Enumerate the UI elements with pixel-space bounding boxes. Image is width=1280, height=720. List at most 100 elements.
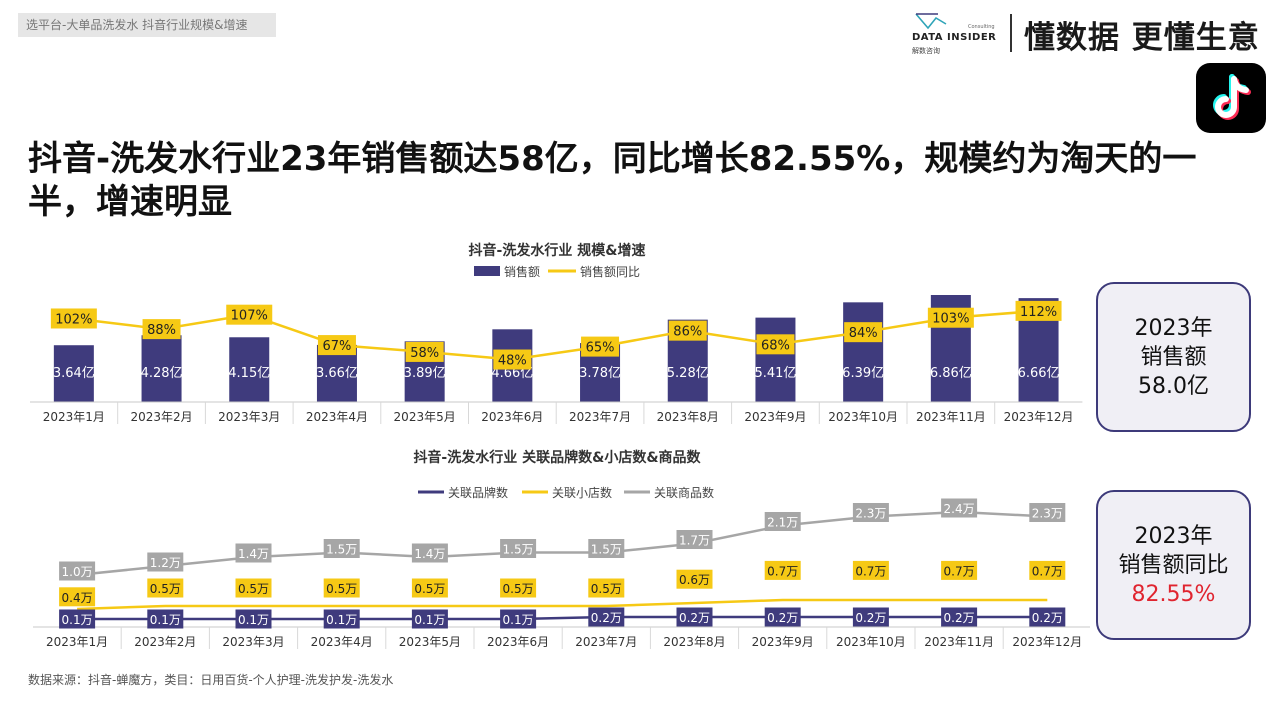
series-label-box	[852, 503, 889, 522]
chart1-tick-label: 2023年12月	[1004, 410, 1074, 424]
yoy-value-label: 58%	[410, 346, 439, 361]
series-label-box	[676, 530, 713, 549]
chart2-legend-label: 关联商品数	[654, 485, 714, 500]
bar-value-label: 6.86亿	[930, 366, 972, 381]
series-value-label: 0.5万	[150, 582, 181, 596]
bar-sales	[53, 345, 94, 402]
series-label-box	[764, 607, 801, 627]
yoy-value-label: 84%	[849, 326, 878, 341]
tiktok-logo-icon	[1196, 63, 1266, 133]
chart1-tick-label: 2023年10月	[828, 410, 898, 424]
bar-value-label: 4.28亿	[141, 366, 183, 381]
yoy-label-box	[581, 336, 620, 357]
chart1-tick-label: 2023年2月	[130, 410, 192, 424]
chart1-tick-label: 2023年8月	[657, 410, 719, 424]
series-value-label: 1.5万	[326, 543, 357, 557]
yoy-value-label: 103%	[932, 312, 969, 327]
chart1-tick-label: 2023年7月	[569, 410, 631, 424]
series-value-label: 0.7万	[944, 564, 975, 578]
yoy-label-box	[844, 322, 883, 343]
yoy-value-label: 102%	[55, 312, 92, 327]
chart1-legend-bar-label: 销售额	[504, 264, 540, 279]
logo-consult: Consulting	[968, 24, 995, 30]
bar-sales	[229, 337, 270, 402]
series-value-label: 0.2万	[679, 611, 710, 625]
series-label-box	[235, 543, 272, 563]
series-value-label: 1.7万	[679, 534, 710, 548]
line-series-1	[77, 598, 1048, 611]
chart2-tick-label: 2023年12月	[1012, 635, 1082, 649]
series-label-box	[941, 498, 978, 518]
series-value-label: 0.1万	[503, 613, 534, 627]
chart2-legend-label: 关联品牌数	[448, 485, 508, 500]
bar-sales	[141, 335, 182, 402]
chart2-tick-label: 2023年7月	[575, 635, 637, 649]
series-value-label: 0.7万	[767, 564, 798, 578]
bar-value-label: 4.66亿	[491, 366, 533, 381]
chart1-tick-label: 2023年4月	[306, 410, 368, 424]
summary-growth-box: 2023年 销售额同比 82.55%	[1096, 490, 1251, 640]
series-value-label: 0.1万	[150, 613, 181, 627]
bar-value-label: 6.66亿	[1018, 366, 1060, 381]
summary-sales-box: 2023年 销售额 58.0亿	[1096, 282, 1251, 432]
yoy-label-box	[493, 349, 532, 370]
series-label-box	[500, 539, 537, 558]
chart2-legend-label: 关联小店数	[552, 485, 612, 500]
series-label-box	[941, 607, 978, 627]
logo-mark-icon	[915, 13, 947, 30]
bar-sales	[843, 302, 884, 402]
yoy-value-label: 112%	[1020, 305, 1057, 320]
chart1-tick-label: 2023年9月	[744, 410, 806, 424]
yoy-value-label: 88%	[147, 323, 176, 338]
headline: 抖音-洗发水行业23年销售额达58亿，同比增长82.55%，规模约为淘天的一半，…	[28, 139, 1197, 222]
series-label-box	[1029, 560, 1066, 580]
summary-sales-year: 2023年	[1134, 315, 1213, 341]
summary-sales-label: 销售额	[1140, 344, 1207, 370]
chart1-tick-label: 2023年1月	[43, 410, 105, 424]
chart2-tick-label: 2023年4月	[311, 635, 373, 649]
series-value-label: 0.1万	[62, 613, 93, 627]
series-label-box	[500, 609, 537, 629]
series-label-box	[323, 609, 360, 629]
slogan: 懂数据 更懂生意	[1024, 20, 1260, 56]
yoy-label-box	[927, 307, 974, 328]
series-value-label: 0.7万	[1032, 564, 1063, 578]
series-value-label: 2.1万	[767, 516, 798, 530]
series-value-label: 0.2万	[767, 611, 798, 625]
series-value-label: 0.5万	[414, 582, 445, 596]
chart2-tick-label: 2023年6月	[487, 635, 549, 649]
summary-growth-value: 82.55%	[1131, 581, 1216, 607]
line-series-0	[77, 615, 1048, 621]
chart2-tick-label: 2023年9月	[752, 635, 814, 649]
series-label-box	[941, 560, 978, 580]
chart1-legend-bar-swatch	[474, 266, 500, 276]
summary-growth-label: 销售额同比	[1118, 552, 1229, 578]
series-value-label: 2.4万	[944, 502, 975, 516]
series-value-label: 0.1万	[326, 613, 357, 627]
chart2-tick-label: 2023年10月	[836, 635, 906, 649]
chart2-tick-label: 2023年2月	[134, 635, 196, 649]
series-label-box	[411, 609, 448, 629]
series-value-label: 0.2万	[855, 611, 886, 625]
series-value-label: 2.3万	[855, 507, 886, 521]
line-series-2	[76, 510, 1048, 577]
series-value-label: 0.2万	[591, 611, 622, 625]
yoy-value-label: 107%	[231, 309, 268, 324]
series-label-box	[852, 560, 889, 580]
series-label-box	[764, 512, 801, 531]
yoy-value-label: 68%	[761, 338, 790, 353]
series-label-box	[500, 578, 537, 598]
series-label-box	[323, 578, 360, 598]
breadcrumb: 选平台-大单品洗发水 抖音行业规模&增速	[18, 13, 276, 37]
series-label-box	[147, 609, 184, 629]
series-label-box	[411, 543, 448, 563]
chart2-tick-label: 2023年3月	[222, 635, 284, 649]
series-value-label: 0.2万	[1032, 611, 1063, 625]
series-value-label: 1.4万	[414, 547, 445, 561]
series-label-box	[588, 607, 625, 627]
chart2-tick-label: 2023年1月	[46, 635, 108, 649]
yoy-label-box	[668, 320, 707, 341]
series-label-box	[235, 578, 272, 598]
series-label-box	[235, 609, 272, 629]
series-label-box	[852, 607, 889, 627]
